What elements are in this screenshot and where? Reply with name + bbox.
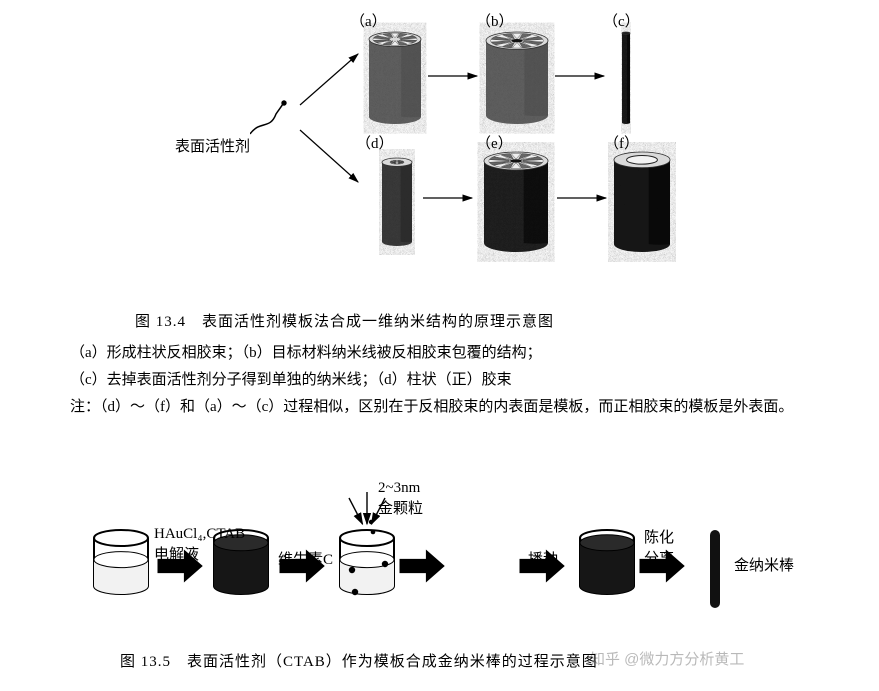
figure-13-4: 表面活性剂 （a）（b）（c）（d）（e）（f） [0, 10, 879, 290]
cylinder-f [614, 152, 670, 252]
label-nanorod: 金纳米棒 [734, 554, 794, 575]
label-vitamin-c: 维生素C [278, 548, 333, 569]
cylinder-label-e: （e） [476, 132, 513, 153]
gold-seed-icon [352, 589, 358, 595]
cylinder-c [622, 32, 630, 124]
figure-13-5-canvas [80, 480, 800, 650]
cylinder-label-a: （a） [350, 10, 387, 31]
label-gold-particle: 2~3nm 金颗粒 [378, 480, 423, 518]
arrow-surfactantToD [300, 130, 358, 182]
cylinder-b [486, 32, 548, 124]
legend-note: 注：（d）～（f）和（a）～（c）过程相似，区别在于反相胶束的内表面是模板，而正… [70, 394, 793, 421]
cylinder-label-c: （c） [603, 10, 640, 31]
legend-line-c-d: （c）去掉表面活性剂分子得到单独的纳米线；（d）柱状（正）胶束 [70, 367, 793, 394]
arrow-surfactantToA [300, 54, 358, 105]
figure-13-4-legend: （a）形成柱状反相胶束；（b）目标材料纳米线被反相胶束包覆的结构； （c）去掉表… [70, 340, 793, 421]
gold-seed-icon [349, 567, 355, 573]
cylinder-label-f: （f） [604, 132, 639, 153]
beaker-icon [580, 530, 634, 594]
label-reagents: HAuCl₄,CTAB 电解液 [154, 526, 245, 564]
figure-13-4-canvas [0, 10, 879, 290]
figure-13-5-caption: 图 13.5 表面活性剂（CTAB）作为模板合成金纳米棒的过程示意图 [120, 650, 598, 671]
cylinder-d [382, 158, 412, 246]
seed-arrow-icon [349, 498, 363, 524]
gold-nanorod-icon [710, 530, 720, 608]
cylinder-a [369, 32, 421, 124]
beaker-icon [94, 530, 148, 594]
cylinder-label-d: （d） [356, 132, 394, 153]
gold-seed-icon [382, 561, 388, 567]
label-aging: 陈化 分离 [644, 526, 674, 568]
gold-seed-icon [369, 520, 373, 524]
figure-13-5: 2~3nm 金颗粒 HAuCl₄,CTAB 电解液维生素C 播种 陈化 分离金纳米棒 [80, 470, 800, 670]
process-arrow-icon [400, 551, 444, 582]
legend-line-a-b: （a）形成柱状反相胶束；（b）目标材料纳米线被反相胶束包覆的结构； [70, 340, 793, 367]
cylinder-label-b: （b） [476, 10, 514, 31]
label-seeding: 播种 [528, 548, 558, 569]
gold-seed-icon [371, 530, 376, 535]
figure-13-4-caption: 图 13.4 表面活性剂模板法合成一维纳米结构的原理示意图 [135, 310, 554, 331]
cylinder-e [484, 152, 548, 252]
